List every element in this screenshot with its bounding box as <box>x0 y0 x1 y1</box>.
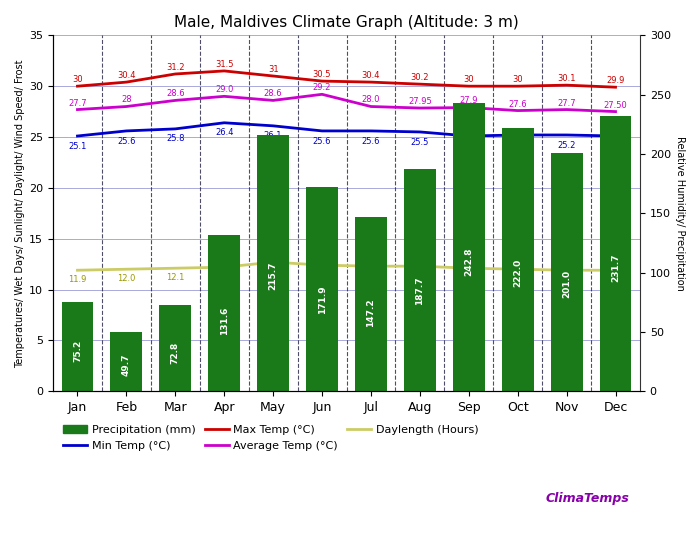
Text: 11.9: 11.9 <box>606 275 624 284</box>
Text: 25.1: 25.1 <box>606 142 624 150</box>
Text: 72.8: 72.8 <box>171 341 180 363</box>
Text: 242.8: 242.8 <box>464 248 473 276</box>
Text: 30.4: 30.4 <box>362 71 380 80</box>
Text: 12.7: 12.7 <box>264 267 282 276</box>
Text: 26.1: 26.1 <box>264 131 282 141</box>
Text: 25.1: 25.1 <box>460 142 478 150</box>
Text: 25.2: 25.2 <box>557 141 576 149</box>
Text: 201.0: 201.0 <box>562 270 571 298</box>
Bar <box>355 217 387 391</box>
Text: 12.0: 12.0 <box>508 274 527 283</box>
Text: 28: 28 <box>121 96 132 104</box>
Text: 30: 30 <box>512 75 523 84</box>
Bar <box>600 116 631 391</box>
Text: 28.6: 28.6 <box>166 89 185 98</box>
Text: 27.50: 27.50 <box>603 100 627 110</box>
Text: 12.3: 12.3 <box>411 271 429 280</box>
Text: 28.6: 28.6 <box>264 89 282 98</box>
Text: 12.4: 12.4 <box>313 270 331 279</box>
Text: 31.2: 31.2 <box>166 63 185 72</box>
Text: 25.6: 25.6 <box>313 137 331 145</box>
Text: 27.6: 27.6 <box>508 99 527 109</box>
Legend: Precipitation (mm), Min Temp (°C), Max Temp (°C), Average Temp (°C), Daylength (: Precipitation (mm), Min Temp (°C), Max T… <box>59 421 483 455</box>
Y-axis label: Relative Humidity/ Precipitation: Relative Humidity/ Precipitation <box>675 136 685 291</box>
Text: 12.2: 12.2 <box>215 272 233 281</box>
Text: 49.7: 49.7 <box>122 354 131 376</box>
Text: 11.9: 11.9 <box>69 275 87 284</box>
Text: 131.6: 131.6 <box>220 307 229 335</box>
Bar <box>62 302 93 391</box>
Bar <box>111 332 142 391</box>
Bar <box>209 235 240 391</box>
Text: 27.95: 27.95 <box>408 97 432 106</box>
Text: 231.7: 231.7 <box>611 253 620 282</box>
Bar <box>160 305 191 391</box>
Text: 27.9: 27.9 <box>459 97 478 105</box>
Text: 12.3: 12.3 <box>362 271 380 280</box>
Text: 29.0: 29.0 <box>215 85 233 94</box>
Title: Male, Maldives Climate Graph (Altitude: 3 m): Male, Maldives Climate Graph (Altitude: … <box>174 15 519 30</box>
Text: 29.9: 29.9 <box>606 76 624 85</box>
Text: 27.7: 27.7 <box>557 98 576 108</box>
Text: 12.0: 12.0 <box>117 274 136 283</box>
Bar <box>502 128 533 391</box>
Text: 215.7: 215.7 <box>269 262 278 290</box>
Text: 25.8: 25.8 <box>166 135 185 143</box>
Text: 30: 30 <box>72 75 83 84</box>
Text: 30.2: 30.2 <box>411 73 429 82</box>
Bar <box>306 187 338 391</box>
Text: 30.4: 30.4 <box>117 71 136 80</box>
Text: 25.1: 25.1 <box>69 142 87 150</box>
Text: 25.5: 25.5 <box>411 138 429 147</box>
Text: 147.2: 147.2 <box>367 298 375 327</box>
Text: 30.5: 30.5 <box>313 70 331 79</box>
Text: 12.1: 12.1 <box>166 273 185 282</box>
Text: 25.6: 25.6 <box>362 137 380 145</box>
Text: 30: 30 <box>463 75 474 84</box>
Bar <box>257 136 289 391</box>
Text: 30.1: 30.1 <box>557 74 576 83</box>
Text: 28.0: 28.0 <box>362 96 380 104</box>
Bar <box>404 169 436 391</box>
Text: 222.0: 222.0 <box>513 259 522 287</box>
Text: 187.7: 187.7 <box>415 277 424 305</box>
Text: 25.6: 25.6 <box>117 137 136 145</box>
Text: 171.9: 171.9 <box>318 285 326 314</box>
Text: 27.7: 27.7 <box>68 98 87 108</box>
Text: 31.5: 31.5 <box>215 60 234 69</box>
Bar <box>551 153 582 391</box>
Text: 25.2: 25.2 <box>508 141 527 149</box>
Text: 12.1: 12.1 <box>460 273 478 282</box>
Bar <box>453 103 484 391</box>
Y-axis label: Temperatures/ Wet Days/ Sunlight/ Daylight/ Wind Speed/ Frost: Temperatures/ Wet Days/ Sunlight/ Daylig… <box>15 59 25 367</box>
Text: ClimaTemps: ClimaTemps <box>546 492 630 505</box>
Text: 29.2: 29.2 <box>313 83 331 92</box>
Text: 31: 31 <box>268 65 279 74</box>
Text: 26.4: 26.4 <box>215 128 234 137</box>
Text: 75.2: 75.2 <box>73 340 82 362</box>
